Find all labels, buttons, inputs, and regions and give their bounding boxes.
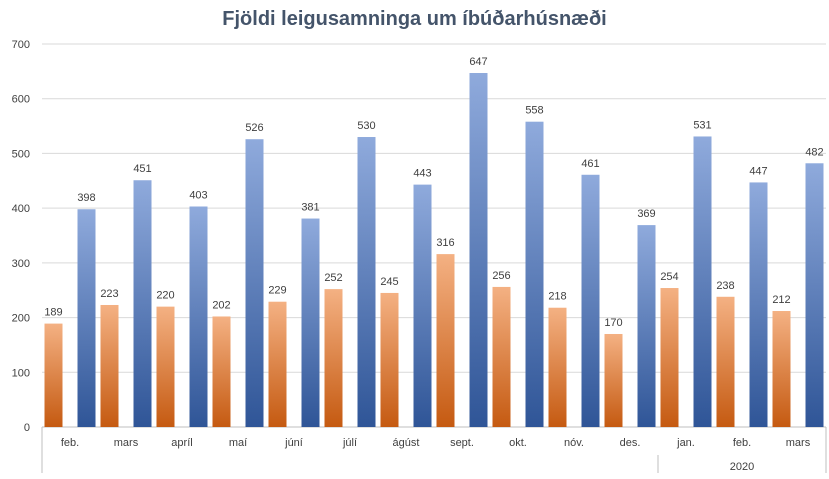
x-tick-label: feb. <box>733 437 751 449</box>
data-label: 403 <box>189 190 207 202</box>
data-label: 218 <box>548 291 566 303</box>
bar <box>156 306 175 427</box>
data-label: 256 <box>492 270 510 282</box>
bar <box>581 174 600 427</box>
chart-title: Fjöldi leigusamninga um íbúðarhúsnæði <box>222 8 607 30</box>
data-label: 461 <box>581 158 599 170</box>
x-tick-label: feb. <box>61 437 79 449</box>
bar <box>380 292 399 427</box>
bar <box>324 289 343 427</box>
data-label: 212 <box>772 294 790 306</box>
data-label: 558 <box>525 105 543 117</box>
x-tick-label: des. <box>620 437 641 449</box>
data-label: 316 <box>436 237 454 249</box>
bar <box>637 225 656 427</box>
y-tick-label: 400 <box>12 203 30 215</box>
data-label: 451 <box>133 163 151 175</box>
bar <box>245 139 264 427</box>
y-tick-label: 600 <box>12 94 30 106</box>
bar <box>492 286 511 427</box>
bar <box>301 218 320 427</box>
x-tick-label: mars <box>786 437 811 449</box>
bar <box>44 323 63 427</box>
data-label: 443 <box>413 168 431 180</box>
bar <box>357 137 376 427</box>
data-label: 220 <box>156 290 174 302</box>
x-tick-label: ágúst <box>393 437 420 449</box>
y-tick-label: 200 <box>12 313 30 325</box>
data-label: 254 <box>660 271 678 283</box>
x-tick-label: júní <box>284 437 303 449</box>
bar <box>805 163 824 427</box>
data-label: 482 <box>805 146 823 158</box>
y-tick-label: 300 <box>12 258 30 270</box>
bar <box>413 184 432 427</box>
x-tick-label: júlí <box>342 437 357 449</box>
bar <box>525 121 544 428</box>
bar <box>604 333 623 427</box>
x-tick-label: jan. <box>676 437 695 449</box>
data-label: 447 <box>749 165 767 177</box>
bar <box>100 304 119 427</box>
data-label: 223 <box>100 288 118 300</box>
data-label: 531 <box>693 119 711 131</box>
bar <box>77 209 96 427</box>
data-label: 245 <box>380 276 398 288</box>
data-label: 369 <box>637 208 655 220</box>
bar <box>772 311 791 427</box>
x-tick-label: nóv. <box>564 437 584 449</box>
bar <box>716 296 735 427</box>
y-tick-label: 100 <box>12 367 30 379</box>
data-label: 381 <box>301 202 319 214</box>
data-label: 647 <box>469 56 487 68</box>
bar <box>212 316 231 427</box>
data-label: 189 <box>44 307 62 319</box>
group-label: 2020 <box>730 461 754 473</box>
bar <box>660 288 679 427</box>
bar <box>268 301 287 427</box>
bar <box>693 136 712 427</box>
bar <box>469 72 488 428</box>
data-label: 238 <box>716 280 734 292</box>
y-tick-label: 700 <box>12 39 30 51</box>
data-label: 229 <box>268 285 286 297</box>
bar <box>133 180 152 427</box>
data-label: 530 <box>357 120 375 132</box>
bar <box>548 307 567 427</box>
data-label: 398 <box>77 192 95 204</box>
x-tick-label: sept. <box>450 437 474 449</box>
data-label: 252 <box>324 272 342 284</box>
y-tick-label: 500 <box>12 148 30 160</box>
data-label: 202 <box>212 299 230 311</box>
bar <box>436 254 455 427</box>
x-tick-label: maí <box>229 437 247 449</box>
data-label: 526 <box>245 122 263 134</box>
bar <box>189 206 208 427</box>
bar <box>749 182 768 427</box>
x-tick-label: mars <box>114 437 139 449</box>
y-tick-label: 0 <box>24 422 30 434</box>
x-tick-label: okt. <box>509 437 527 449</box>
x-tick-label: apríl <box>171 437 192 449</box>
data-label: 170 <box>604 317 622 329</box>
